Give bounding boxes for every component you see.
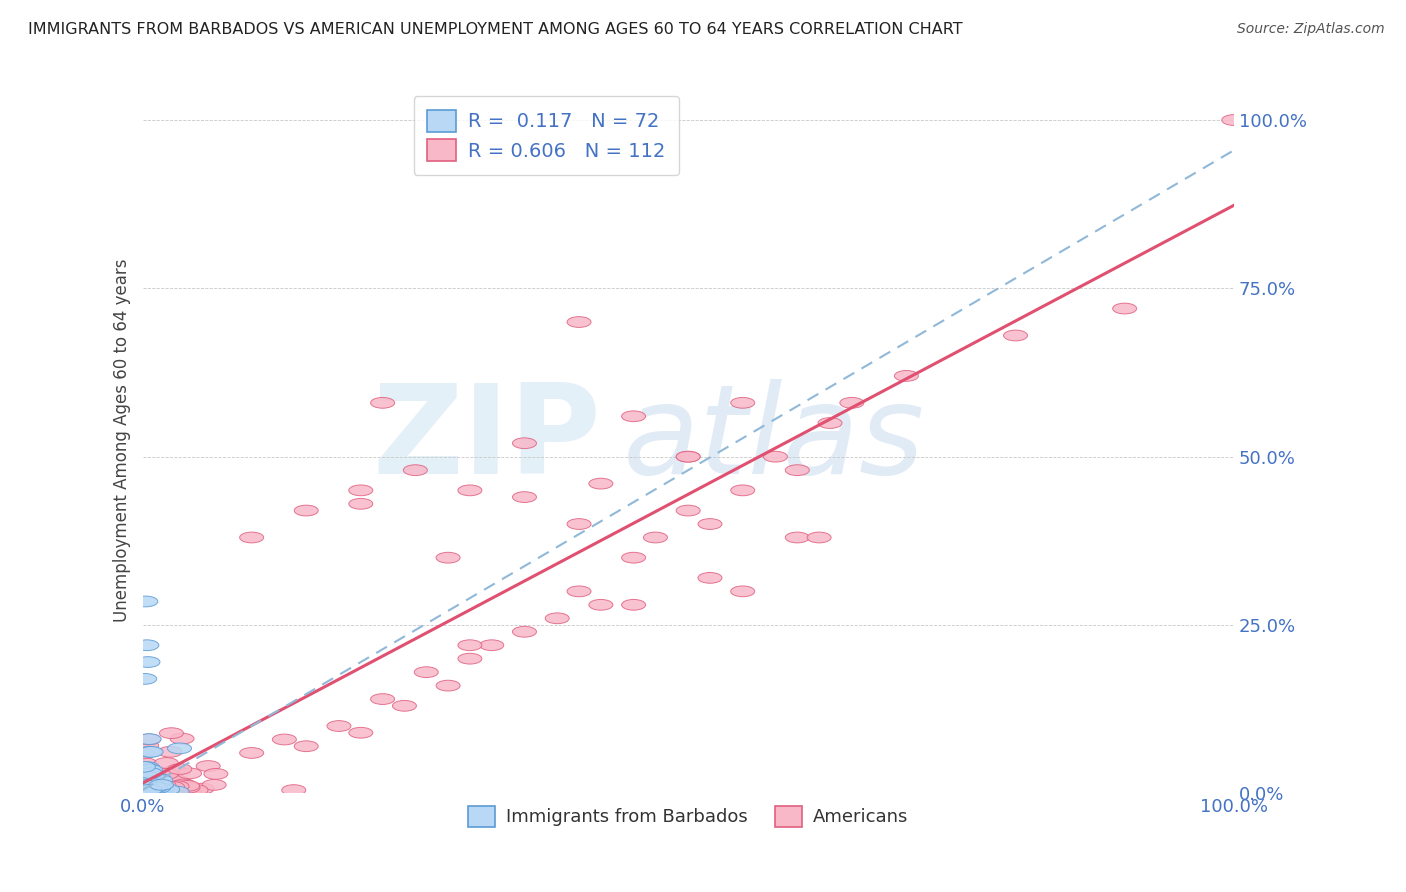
Y-axis label: Unemployment Among Ages 60 to 64 years: Unemployment Among Ages 60 to 64 years — [114, 258, 131, 622]
Text: IMMIGRANTS FROM BARBADOS VS AMERICAN UNEMPLOYMENT AMONG AGES 60 TO 64 YEARS CORR: IMMIGRANTS FROM BARBADOS VS AMERICAN UNE… — [28, 22, 963, 37]
Text: Source: ZipAtlas.com: Source: ZipAtlas.com — [1237, 22, 1385, 37]
Text: atlas: atlas — [623, 379, 925, 500]
Legend: Immigrants from Barbados, Americans: Immigrants from Barbados, Americans — [461, 798, 915, 834]
Text: ZIP: ZIP — [373, 379, 600, 500]
